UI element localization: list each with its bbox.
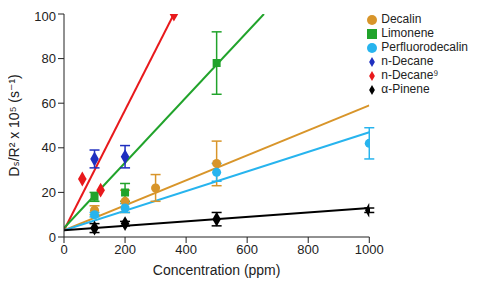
svg-text:20: 20 — [42, 185, 56, 200]
html-text:n-Decane⁹: n-Decane⁹ — [381, 68, 439, 82]
svg-text:40: 40 — [42, 140, 56, 155]
svg-text:800: 800 — [297, 242, 319, 257]
html-text:Limonene: Limonene — [381, 26, 434, 40]
svg-text:0: 0 — [49, 230, 56, 245]
svg-text:Concentration (ppm): Concentration (ppm) — [153, 262, 281, 278]
html-text:α-Pinene: α-Pinene — [381, 82, 430, 96]
svg-text:60: 60 — [42, 96, 56, 111]
svg-text:200: 200 — [114, 242, 136, 257]
svg-text:80: 80 — [42, 51, 56, 66]
html-text:Perfluorodecalin: Perfluorodecalin — [381, 40, 468, 54]
html-text:Decalin: Decalin — [381, 12, 422, 26]
svg-text:1000: 1000 — [355, 242, 384, 257]
svg-text:100: 100 — [34, 9, 56, 24]
svg-text:Dₛ/R² x 10⁵ (s⁻¹): Dₛ/R² x 10⁵ (s⁻¹) — [8, 74, 22, 176]
html-text:n-Decane: n-Decane — [381, 54, 434, 68]
svg-text:600: 600 — [236, 242, 258, 257]
svg-text:400: 400 — [175, 242, 197, 257]
svg-text:0: 0 — [60, 242, 67, 257]
